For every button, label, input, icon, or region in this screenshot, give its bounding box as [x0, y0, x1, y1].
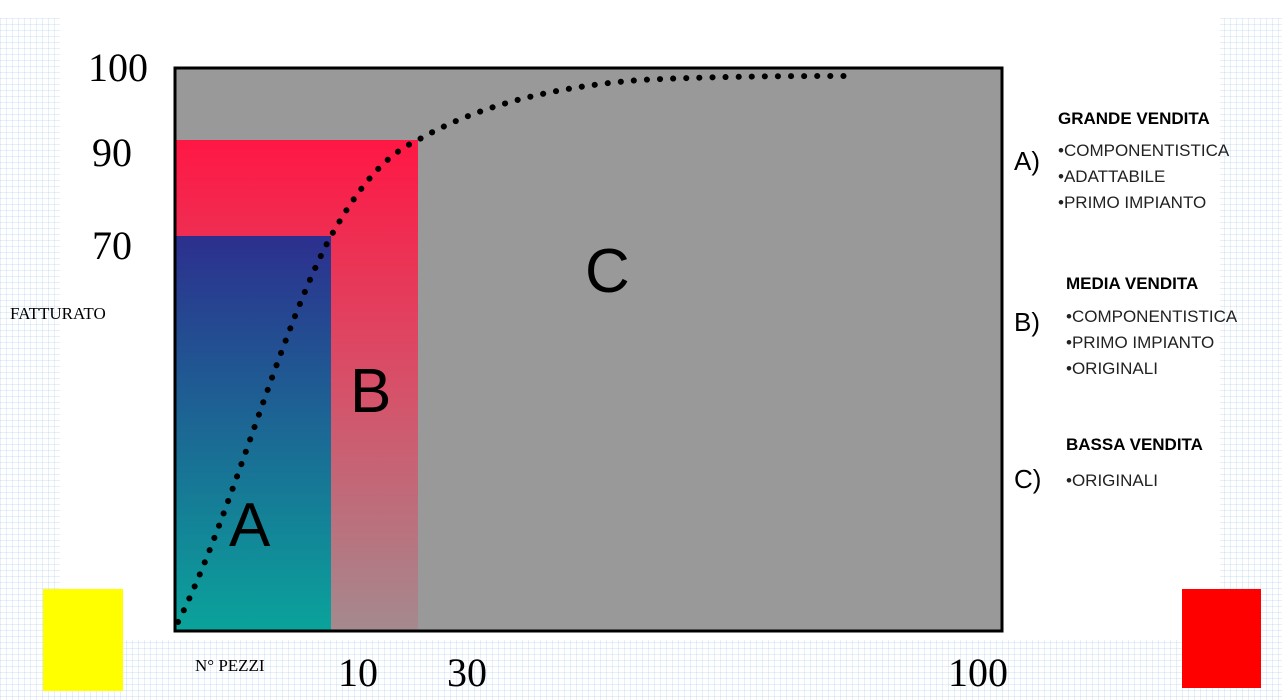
y-tick-70: 70: [92, 223, 132, 268]
plot-border: [173, 66, 1004, 633]
x-axis-label: N° PEZZI: [195, 656, 265, 675]
legend-b-item-2: •PRIMO IMPIANTO: [1066, 333, 1214, 352]
yellow-square: [43, 589, 123, 691]
legend-a-title: GRANDE VENDITA: [1058, 109, 1210, 128]
legend-c-marker: C): [1014, 464, 1041, 494]
zone-b-letter: B: [350, 357, 391, 426]
legend-c-item-1: •ORIGINALI: [1066, 471, 1158, 490]
legend-b-item-3: •ORIGINALI: [1066, 359, 1158, 378]
zone-c-letter: C: [585, 237, 630, 306]
zone-a-area: [176, 236, 331, 631]
legend-b-title: MEDIA VENDITA: [1066, 274, 1198, 293]
legend-c-title: BASSA VENDITA: [1066, 435, 1203, 454]
legend-a-item-3: •PRIMO IMPIANTO: [1058, 193, 1206, 212]
legend-a-marker: A): [1014, 146, 1040, 176]
legend-b-item-1: •COMPONENTISTICA: [1066, 307, 1238, 326]
legend-b-marker: B): [1014, 307, 1040, 337]
legend-a-item-2: •ADATTABILE: [1058, 167, 1165, 186]
y-axis-label: FATTURATO: [10, 304, 106, 323]
x-tick-10: 10: [338, 650, 378, 695]
y-tick-100: 100: [88, 45, 148, 90]
x-tick-100: 100: [948, 650, 1008, 695]
y-tick-90: 90: [92, 130, 132, 175]
red-square: [1182, 589, 1261, 688]
legend-a-item-1: •COMPONENTISTICA: [1058, 141, 1230, 160]
x-tick-30: 30: [447, 650, 487, 695]
zone-a-letter: A: [229, 491, 271, 560]
pareto-curve: [175, 73, 853, 625]
top-band: [0, 0, 1282, 18]
